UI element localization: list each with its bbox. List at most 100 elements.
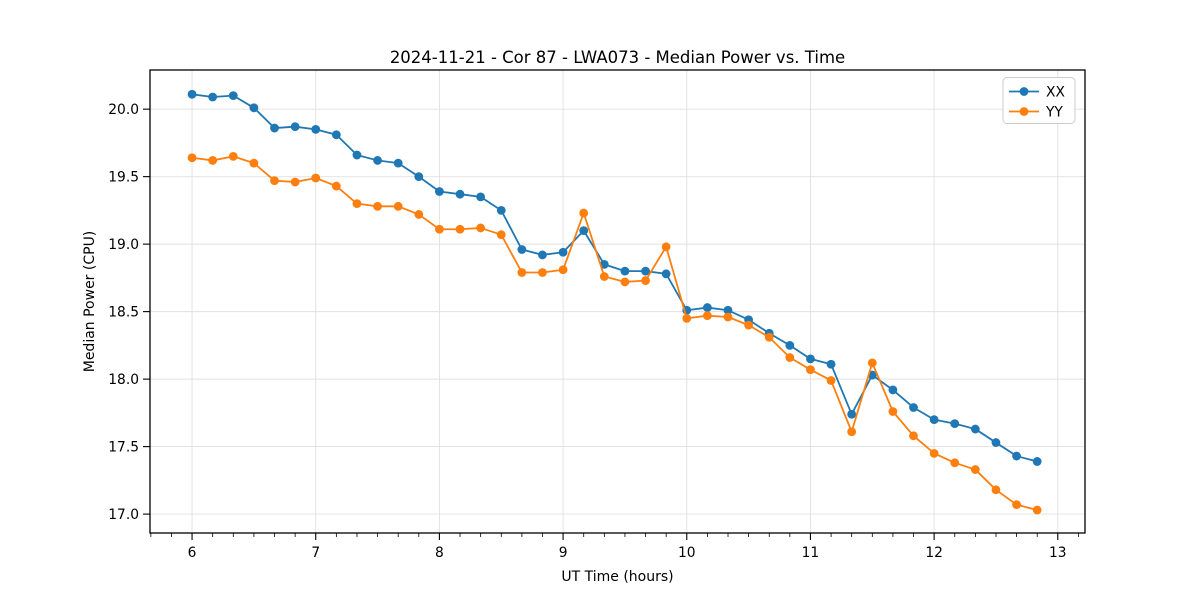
legend-label: YY [1045,104,1063,120]
y-tick-label: 17.0 [108,507,139,523]
series-yy-marker [435,224,444,234]
series-xx-marker [476,192,486,202]
series-xx-marker [249,103,259,113]
series-yy-marker [476,223,486,233]
series-xx-marker [888,385,898,395]
legend-item-xx: XX [1009,84,1065,100]
x-tick-label: 7 [311,545,320,561]
series-yy-marker [620,277,630,287]
series-yy-marker [538,268,547,277]
series-xx-marker [517,245,527,254]
series-xx-marker [270,123,279,133]
series-yy-marker [352,199,362,209]
legend-item-yy: YY [1009,104,1063,120]
series-xx-marker [228,91,238,101]
series-yy-marker [909,431,918,441]
series-yy-marker [579,208,589,218]
series-xx-marker [352,150,362,160]
series-xx-marker [909,403,918,412]
series-yy-marker [929,448,939,458]
series-xx-marker [208,92,218,102]
series-yy-marker [888,407,898,416]
series-xx-marker [1032,457,1042,466]
series-xx-marker [579,226,589,236]
series-yy-marker [599,272,609,281]
series-yy-marker [723,312,733,322]
series-yy-marker [496,230,506,240]
series-yy-marker [702,311,712,321]
y-axis-label: Median Power (CPU) [82,231,98,373]
series-xx-marker [599,259,609,269]
series-xx-marker [1012,451,1021,461]
y-tick-label: 17.5 [108,439,139,455]
data-series [187,89,1042,515]
series-xx-marker [290,122,300,132]
series-xx-marker [929,415,939,425]
legend-marker-icon [1019,107,1029,116]
series-yy-marker [867,358,877,368]
series-yy-marker [847,427,857,437]
series-xx [187,89,1042,466]
series-yy-marker [806,365,815,375]
series-yy-marker [826,376,836,385]
series-yy-marker [517,268,527,277]
series-yy-marker [558,265,568,275]
series-yy-marker [1032,505,1042,515]
series-yy-marker [950,458,960,468]
series-xx-marker [970,424,980,434]
series-xx-marker [496,205,506,215]
x-tick-label: 13 [1049,545,1067,561]
series-xx-marker [847,409,857,419]
series-xx-marker [373,156,382,165]
y-tick-label: 18.0 [108,372,139,388]
series-yy-marker [661,242,671,252]
series-xx-marker [414,172,424,182]
series-xx-marker [538,250,547,260]
series-xx-marker [723,305,733,315]
series-xx-marker [311,124,321,134]
series-yy-marker [249,158,259,168]
gridlines [150,70,1085,533]
series-yy [187,151,1042,515]
series-yy-marker [414,210,424,219]
series-yy-line [191,155,1038,511]
legend-marker-icon [1019,87,1029,96]
x-tick-label: 10 [678,545,696,561]
series-xx-marker [455,189,465,199]
series-xx-marker [826,359,836,369]
series-yy-marker [1012,500,1021,510]
series-yy-marker [991,485,1001,495]
series-yy-marker [682,313,692,323]
series-xx-marker [806,354,815,364]
series-xx-marker [187,89,197,99]
series-yy-marker [331,181,341,191]
x-tick-label: 6 [188,545,197,561]
series-xx-marker [393,158,403,168]
x-tick-label: 8 [435,545,444,561]
series-xx-marker [950,419,960,429]
y-tick-label: 19.0 [108,237,139,253]
x-axis-label: UT Time (hours) [561,569,673,585]
legend: XX YY [1002,77,1076,124]
legend-label: XX [1046,84,1065,100]
series-yy-marker [393,201,403,211]
x-tick-label: 12 [925,545,943,561]
series-xx-marker [435,187,444,196]
y-tick-label: 20.0 [108,102,139,118]
x-tick-label: 9 [559,545,568,561]
axis-ticks: 6 7 8 9 10 11 12 13 17.0 17.5 18.0 18.5 19.0 19.5 20.0 [108,102,1079,561]
series-yy-marker [785,353,795,362]
series-yy-marker [744,320,753,330]
series-xx-marker [558,247,568,257]
series-xx-marker [641,266,650,276]
series-yy-marker [455,224,465,234]
series-yy-marker [764,332,774,342]
series-yy-marker [970,465,980,474]
series-xx-marker [331,130,341,140]
plot-area-border [149,69,1086,534]
series-yy-marker [311,173,321,183]
series-yy-marker [228,151,238,161]
series-xx-marker [785,340,795,350]
